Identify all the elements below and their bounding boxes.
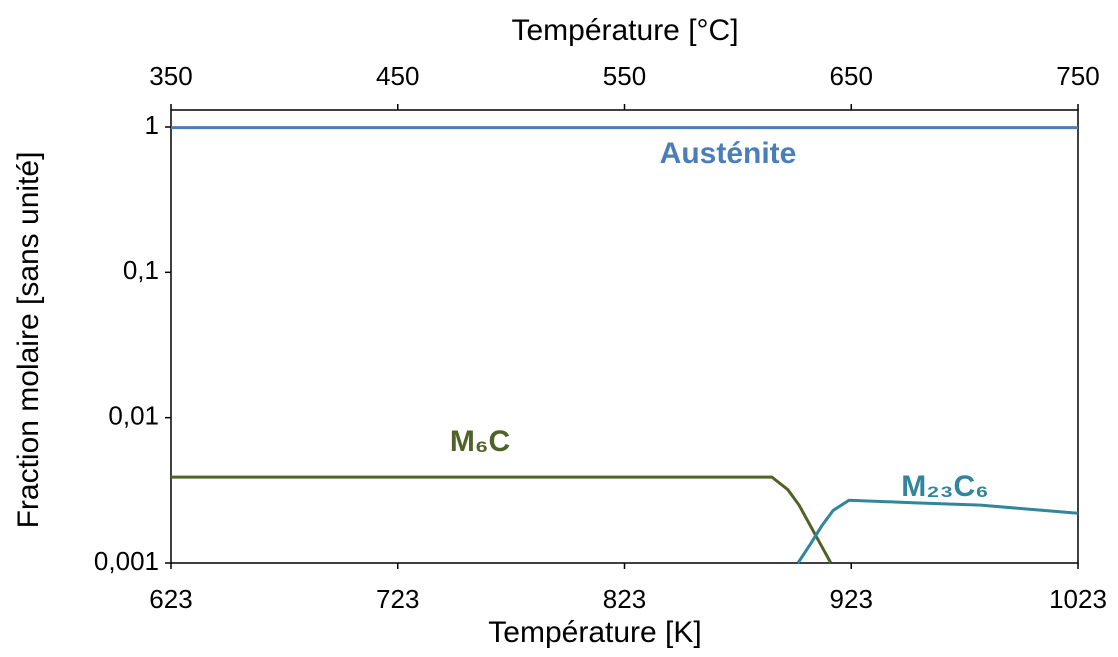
x2-axis-title: Température [°C] <box>511 14 738 47</box>
y-axis-title: Fraction molaire [sans unité] <box>12 152 45 529</box>
x-tick-label: 923 <box>830 584 873 614</box>
y-tick-label: 0,01 <box>108 401 159 431</box>
x2-tick-label: 450 <box>376 61 419 91</box>
y-tick-label: 0,1 <box>123 255 159 285</box>
x-tick-label: 823 <box>603 584 646 614</box>
x-tick-label: 623 <box>149 584 192 614</box>
series-label: Austénite <box>660 137 797 170</box>
y-tick-label: 1 <box>145 110 159 140</box>
x2-tick-label: 550 <box>603 61 646 91</box>
y-tick-label: 0,001 <box>94 546 159 576</box>
x-tick-label: 1023 <box>1049 584 1107 614</box>
series-label: M₂₃C₆ <box>901 470 988 503</box>
x2-tick-label: 750 <box>1056 61 1099 91</box>
x2-tick-label: 350 <box>149 61 192 91</box>
x-axis-title: Température [K] <box>488 616 701 649</box>
series-label: M₆C <box>450 425 510 458</box>
line-series <box>796 498 1079 564</box>
x-tick-label: 723 <box>376 584 419 614</box>
line-series <box>171 475 833 564</box>
x2-tick-label: 650 <box>830 61 873 91</box>
